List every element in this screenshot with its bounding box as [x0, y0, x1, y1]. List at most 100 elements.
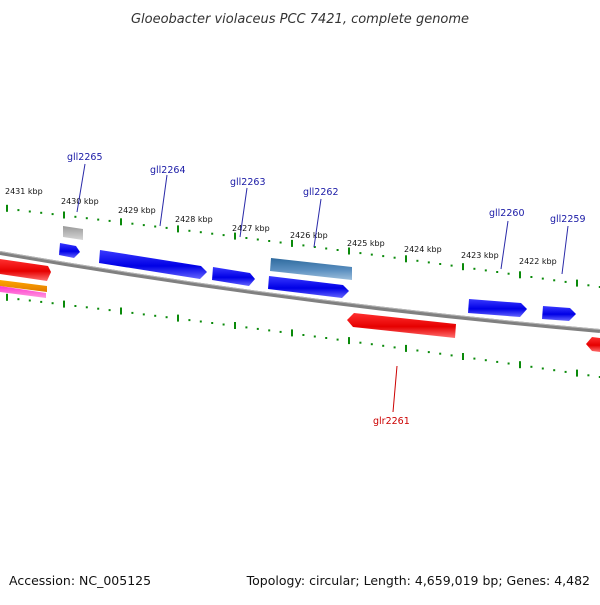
leader-gll2259 [561, 225, 569, 275]
ruler-inner-minor-tick [85, 306, 88, 309]
ruler-inner-minor-tick [256, 327, 259, 330]
ruler-outer-major-tick [405, 255, 407, 263]
ruler-outer-minor-tick [530, 276, 533, 278]
ruler-outer-minor-tick [416, 259, 419, 262]
ruler-outer-minor-tick [199, 231, 202, 234]
ruler-outer-minor-tick [439, 263, 442, 265]
tick-label: 2431 kbp [5, 187, 43, 196]
ruler-inner-minor-tick [313, 335, 316, 338]
ruler-outer-minor-tick [245, 237, 248, 239]
gene-label-gll2260[interactable]: gll2260 [489, 208, 525, 219]
tick-labels: 2431 kbp 2430 kbp 2429 kbp 2428 kbp 2427… [5, 187, 557, 266]
ruler-outer-major-tick [234, 232, 236, 240]
ruler-outer-minor-tick [382, 255, 385, 258]
gene-label-gll2265[interactable]: gll2265 [67, 152, 103, 163]
ruler-outer-minor-tick [598, 286, 600, 288]
ruler-inner-minor-tick [142, 313, 145, 316]
ruler-inner-minor-tick [336, 338, 339, 341]
gene-feature-gll2264[interactable] [99, 250, 207, 279]
gene-feature-gll2260[interactable] [468, 299, 527, 317]
ruler-outer-minor-tick [564, 280, 567, 283]
ruler-outer-major-tick [63, 211, 65, 219]
ruler-outer-minor-tick [17, 209, 20, 212]
ruler-outer-minor-tick [188, 229, 191, 232]
ruler-outer-major-tick [348, 247, 350, 255]
ruler-outer-minor-tick [51, 213, 54, 216]
ruler-inner-major-tick [63, 300, 65, 308]
gene-feature-gll2262-forward[interactable] [268, 276, 349, 298]
ruler-inner-minor-tick [370, 343, 373, 346]
gene-label-glr2261[interactable]: glr2261 [373, 416, 410, 427]
ruler-outer-minor-tick [393, 256, 396, 259]
ruler-inner-major-tick [348, 337, 350, 345]
gene-feature-gll2265[interactable] [59, 243, 80, 258]
tick-label: 2425 kbp [347, 239, 385, 248]
ruler-inner-minor-tick [496, 360, 499, 363]
ruler-inner-minor-tick [450, 354, 453, 357]
ruler-outer-major-tick [519, 271, 521, 279]
ruler-outer-minor-tick [40, 211, 43, 214]
gene-feature-gll2259[interactable] [542, 306, 576, 321]
gene-features [0, 226, 600, 352]
ruler-inner-minor-tick [17, 298, 20, 301]
map-title: Gloeobacter violaceus PCC 7421, complete… [131, 12, 469, 27]
ruler-inner-minor-tick [154, 314, 157, 317]
ruler-outer-minor-tick [268, 240, 271, 242]
gene-labels: gll2265 gll2264 gll2263 gll2262 gll2260 … [67, 152, 586, 427]
ruler-inner-minor-tick [40, 300, 43, 303]
ruler-outer-minor-tick [450, 264, 453, 267]
ruler-inner-major-tick [120, 307, 122, 315]
ruler-inner-minor-tick [245, 326, 248, 329]
gene-feature-reverse[interactable] [0, 280, 47, 292]
ruler-outer-minor-tick [359, 252, 362, 255]
gene-feature-reverse-clipped[interactable] [586, 337, 600, 352]
gene-feature-glr2261[interactable] [347, 313, 456, 338]
gene-feature-reverse[interactable] [0, 286, 46, 298]
ruler-outer-major-tick [576, 279, 578, 287]
ruler-outer-major-tick [177, 225, 179, 233]
ruler-outer-minor-tick [74, 215, 77, 218]
gene-feature-gll2263[interactable] [212, 267, 255, 286]
ruler-outer-minor-tick [427, 261, 430, 264]
gene-label-gll2264[interactable]: gll2264 [150, 165, 186, 176]
tick-label: 2424 kbp [404, 245, 442, 254]
ruler-inner-minor-tick [268, 329, 271, 332]
ruler-inner-major-tick [177, 314, 179, 322]
ruler-inner-minor-tick [165, 316, 168, 319]
ruler-inner-minor-tick [188, 319, 191, 322]
gene-label-gll2259[interactable]: gll2259 [550, 214, 586, 225]
ruler-outer-minor-tick [302, 244, 305, 247]
ruler-inner-minor-tick [108, 309, 111, 312]
gene-feature-reverse[interactable] [0, 259, 51, 281]
ruler-inner-minor-tick [97, 307, 100, 310]
ruler-inner-minor-tick [382, 344, 385, 347]
ruler-inner-minor-tick [598, 376, 600, 378]
ruler-inner-minor-tick [359, 341, 362, 344]
genome-summary-text: Topology: circular; Length: 4,659,019 bp… [246, 573, 590, 588]
ruler-inner-major-tick [519, 361, 521, 369]
gene-feature-gll2262[interactable] [270, 258, 352, 280]
ruler-outer-minor-tick [553, 279, 556, 282]
leader-gll2264 [159, 174, 168, 227]
ruler-inner-minor-tick [530, 365, 533, 368]
ruler-inner-minor-tick [211, 322, 214, 324]
genome-backbone [0, 251, 600, 333]
tick-label: 2428 kbp [175, 215, 213, 224]
ruler-outer-minor-tick [313, 246, 316, 248]
tick-label: 2430 kbp [61, 197, 99, 206]
tick-label: 2429 kbp [118, 206, 156, 215]
gene-label-gll2263[interactable]: gll2263 [230, 177, 266, 188]
ruler-outer-minor-tick [142, 224, 145, 227]
ruler-outer-minor-tick [279, 241, 282, 244]
gene-feature-gll2265-pseudo[interactable] [63, 226, 83, 240]
ruler-inner-minor-tick [222, 323, 225, 326]
ruler-outer-minor-tick [154, 225, 157, 228]
ruler-inner-minor-tick [484, 359, 487, 362]
gene-label-gll2262[interactable]: gll2262 [303, 187, 339, 198]
tick-label: 2422 kbp [519, 257, 557, 266]
ruler-inner-minor-tick [74, 305, 77, 307]
ruler-inner-major-tick [462, 353, 464, 360]
ruler-inner-minor-tick [587, 374, 590, 377]
ruler-outer-minor-tick [108, 219, 111, 222]
